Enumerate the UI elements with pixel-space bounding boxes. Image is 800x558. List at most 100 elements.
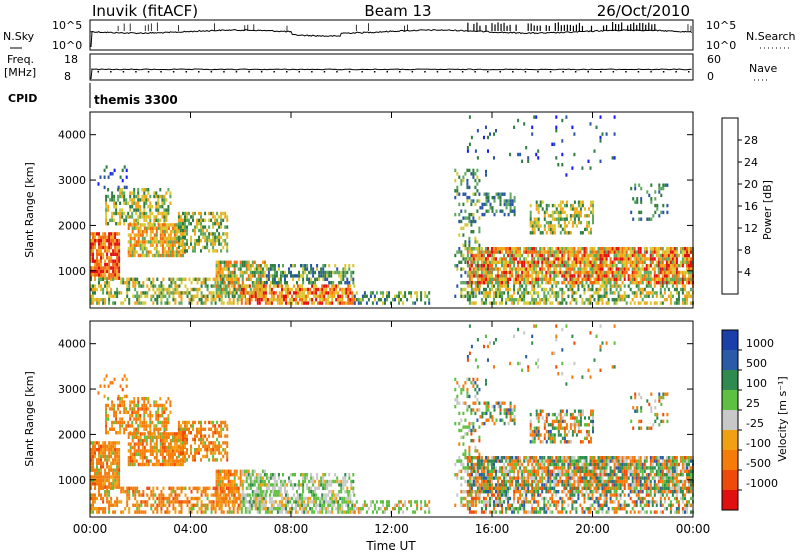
power-cell — [240, 271, 242, 274]
velocity-cell — [168, 487, 170, 490]
power-cell — [567, 257, 569, 260]
power-cell — [157, 212, 159, 215]
velocity-cell — [156, 439, 158, 442]
power-cell — [592, 284, 594, 287]
power-cell — [622, 261, 624, 264]
power-cell — [183, 278, 185, 281]
power-cell — [140, 240, 142, 243]
power-cell — [505, 274, 507, 277]
velocity-cell — [150, 453, 152, 456]
power-cell — [197, 288, 199, 291]
power-cell — [525, 284, 527, 287]
velocity-cell — [96, 479, 98, 482]
power-cell — [126, 288, 128, 291]
power-cell — [590, 267, 592, 270]
power-cell — [358, 298, 360, 301]
velocity-cell — [104, 510, 106, 513]
power-cell — [648, 274, 650, 277]
power-cell — [322, 264, 324, 267]
power-cell — [351, 301, 353, 304]
power-cell — [145, 195, 147, 198]
velocity-cell — [170, 442, 172, 445]
power-cell — [550, 214, 552, 217]
power-cell — [562, 218, 564, 221]
velocity-cell — [178, 451, 180, 454]
power-cell — [573, 264, 575, 267]
power-cell — [261, 295, 263, 298]
velocity-cell — [216, 431, 218, 434]
power-cell — [676, 267, 678, 270]
power-cell — [579, 295, 581, 298]
power-cell — [194, 242, 196, 245]
velocity-cell — [196, 448, 198, 451]
power-cell — [118, 277, 120, 280]
power-cell — [142, 281, 144, 284]
power-cell — [560, 207, 562, 210]
velocity-cell — [198, 431, 200, 434]
power-cell — [123, 198, 125, 201]
power-cell — [672, 281, 674, 284]
power-cell — [228, 281, 230, 284]
power-cell — [485, 250, 487, 253]
power-cell — [466, 223, 468, 226]
power-cell — [624, 284, 626, 287]
velocity-cell — [114, 458, 116, 461]
velocity-cell — [165, 400, 167, 403]
power-cell — [501, 278, 503, 281]
power-cell — [530, 211, 532, 214]
velocity-cell — [201, 510, 203, 513]
power-cell — [656, 295, 658, 298]
velocity-cell — [141, 397, 143, 400]
power-cell — [172, 254, 174, 257]
power-cell — [552, 231, 554, 234]
power-cell — [558, 204, 560, 207]
power-cell — [600, 250, 602, 253]
velocity-cell — [181, 507, 183, 510]
power-cell — [216, 239, 218, 242]
power-cell — [325, 288, 327, 291]
power-cell — [250, 264, 252, 267]
power-cell — [600, 264, 602, 267]
velocity-cell — [156, 463, 158, 466]
power-cell — [172, 278, 174, 281]
power-cell — [133, 202, 135, 205]
power-cell — [652, 278, 654, 281]
power-cell — [165, 198, 167, 201]
velocity-cell — [221, 510, 223, 513]
power-cell — [304, 267, 306, 270]
velocity-cell — [162, 449, 164, 452]
power-cell — [144, 240, 146, 243]
velocity-cell — [226, 445, 228, 448]
velocity-cell — [125, 428, 127, 431]
velocity-cell — [94, 445, 96, 448]
velocity-cell — [174, 493, 176, 496]
power-cell — [507, 295, 509, 298]
velocity-cell — [116, 469, 118, 472]
velocity-cell — [100, 469, 102, 472]
power-cell — [134, 240, 136, 243]
power-cell — [666, 274, 668, 277]
power-cell — [159, 219, 161, 222]
power-cell — [454, 254, 456, 257]
power-cell — [544, 214, 546, 217]
power-cell — [487, 254, 489, 257]
velocity-cell — [117, 421, 119, 424]
power-cell — [143, 195, 145, 198]
velocity-cell — [123, 407, 125, 410]
velocity-cell — [168, 432, 170, 435]
power-cell — [531, 247, 533, 250]
power-cell — [218, 264, 220, 267]
power-cell — [496, 193, 498, 196]
power-cell — [632, 197, 634, 200]
power-cell — [604, 254, 606, 257]
power-cell — [499, 281, 501, 284]
power-cell — [576, 207, 578, 210]
velocity-cell — [115, 417, 117, 420]
power-cell — [236, 274, 238, 277]
power-cell — [626, 267, 628, 270]
power-cell — [468, 216, 470, 219]
power-cell — [460, 267, 462, 270]
power-cell — [244, 271, 246, 274]
power-cell — [620, 261, 622, 264]
velocity-cell — [172, 449, 174, 452]
